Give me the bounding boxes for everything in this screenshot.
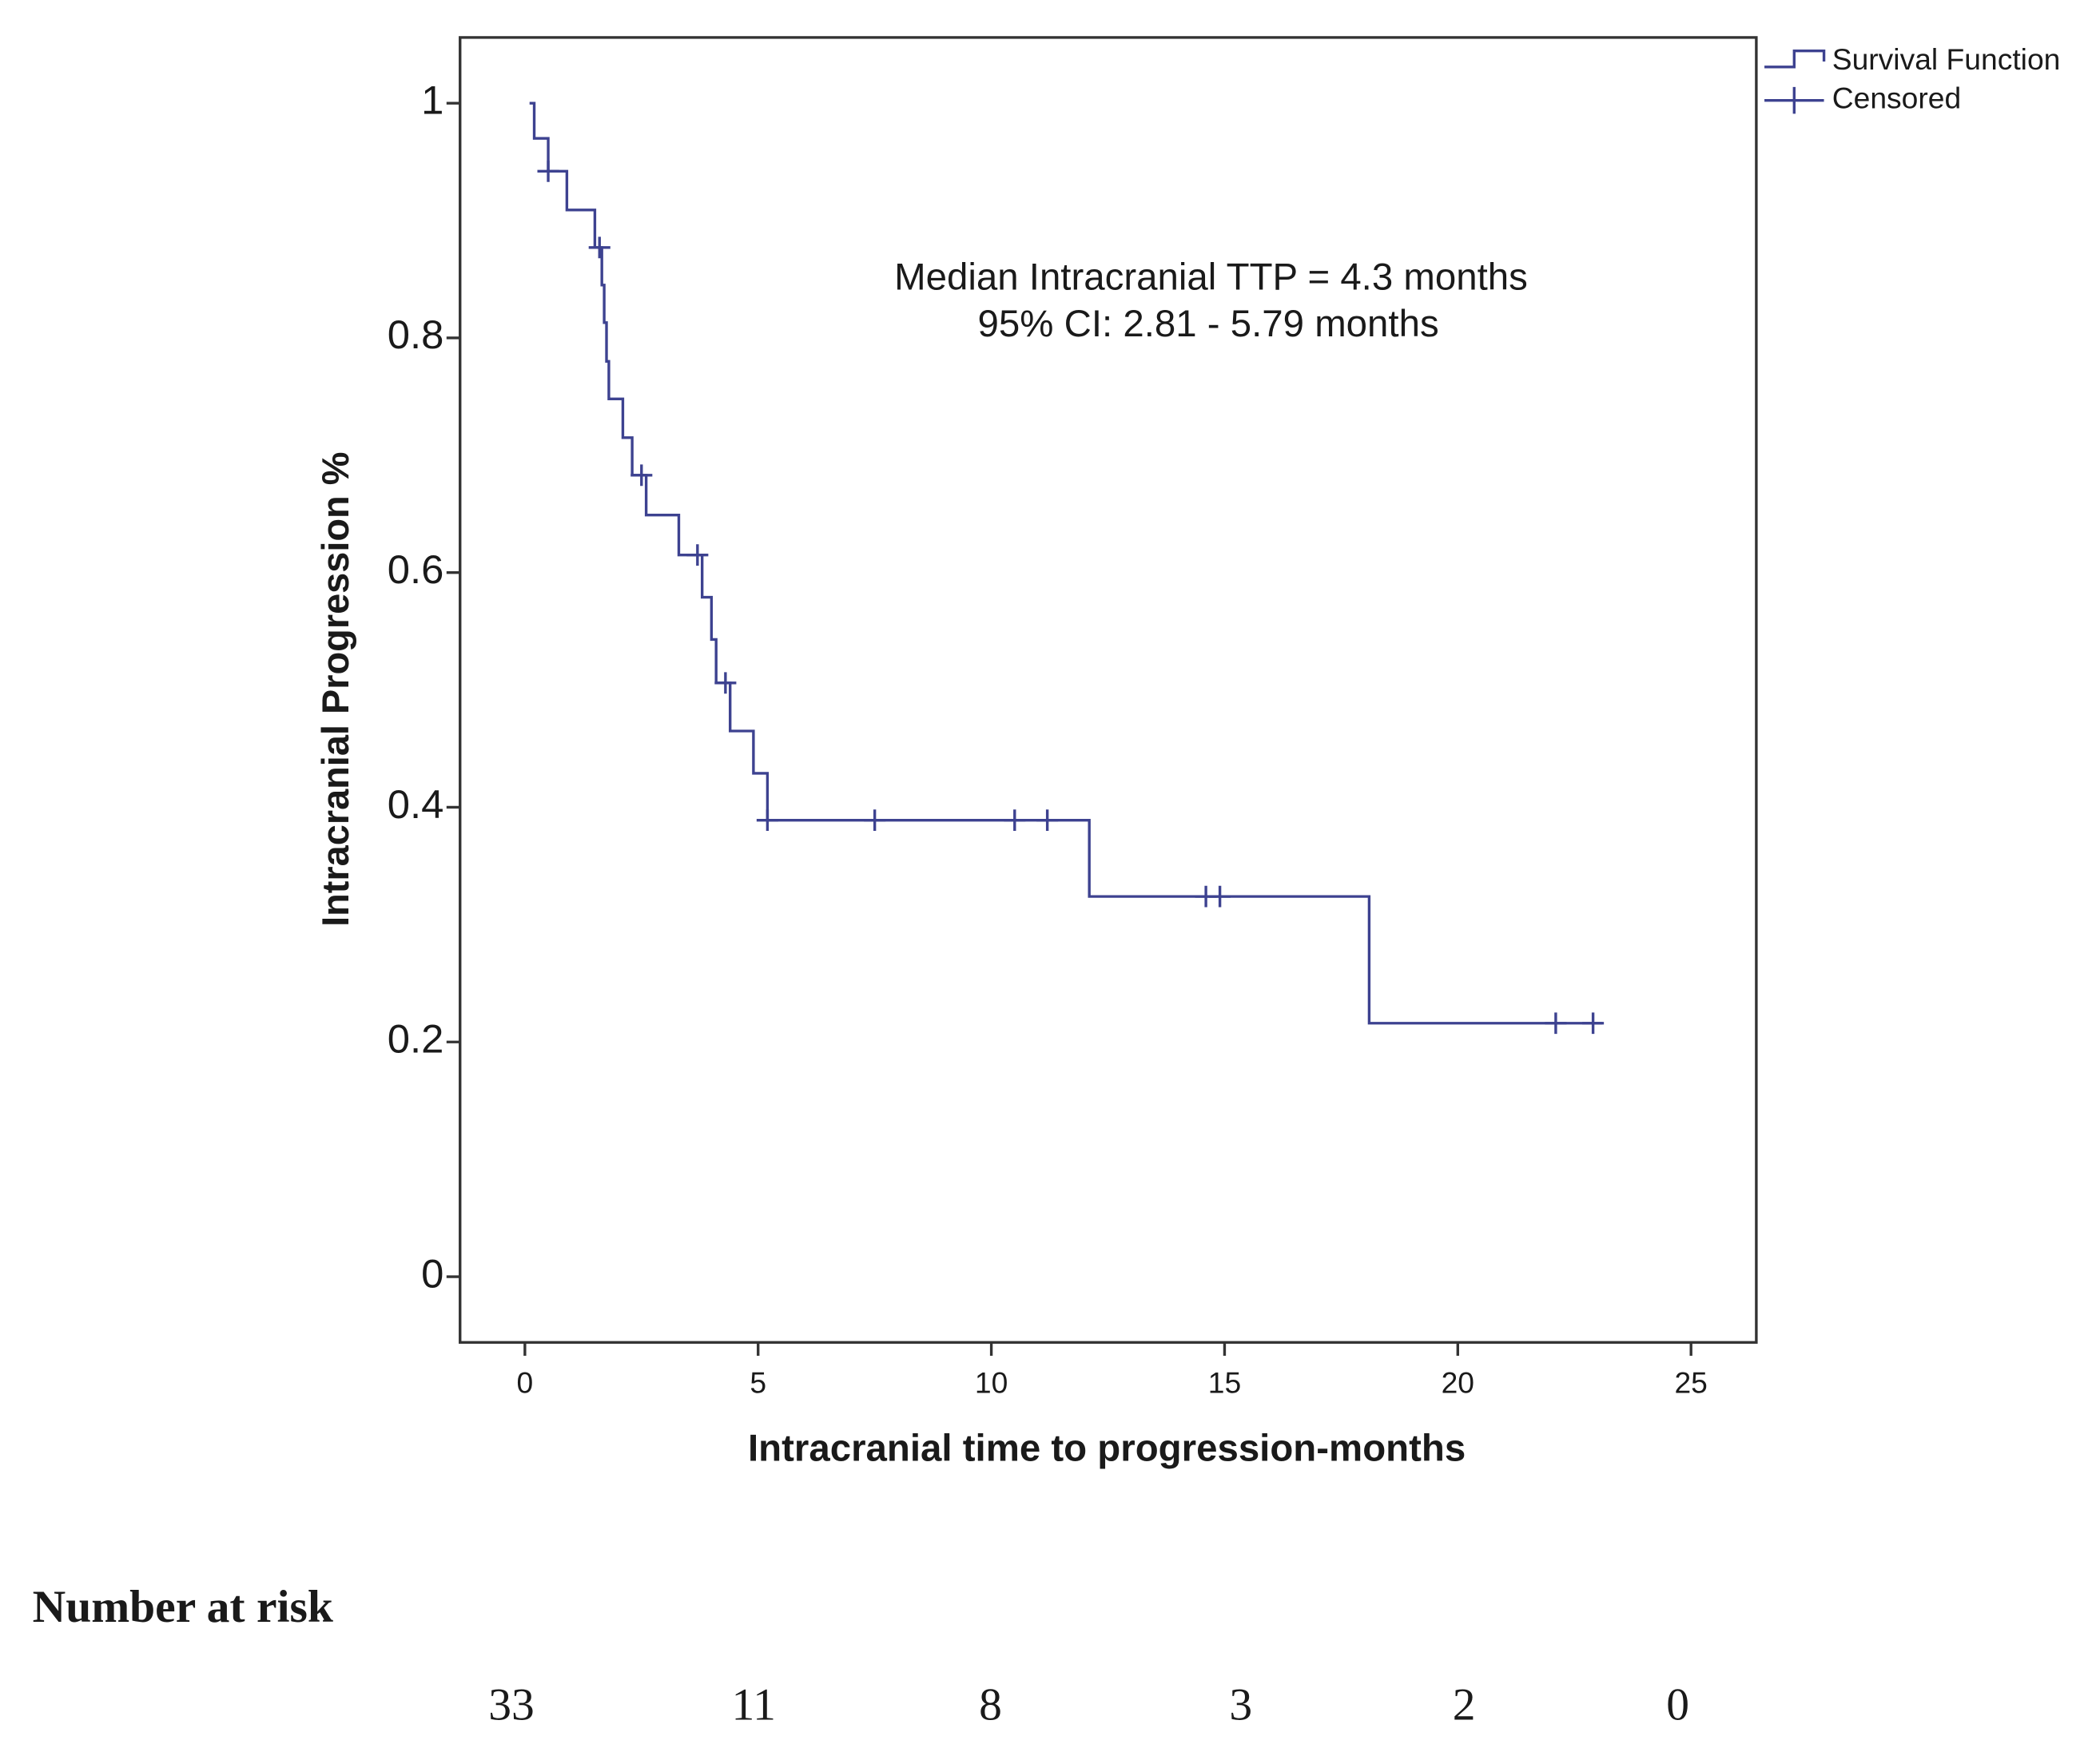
x-tick-label: 15 bbox=[1208, 1366, 1241, 1400]
y-tick-label: 0.4 bbox=[388, 781, 444, 827]
risk-count: 2 bbox=[1453, 1680, 1476, 1730]
risk-count: 11 bbox=[731, 1680, 775, 1730]
y-axis-label: Intracranial Progression % bbox=[314, 452, 356, 927]
plot-frame bbox=[459, 36, 1758, 1344]
y-tick-label: 1 bbox=[421, 77, 443, 123]
x-tick-label: 10 bbox=[975, 1366, 1008, 1400]
y-tick-label: 0 bbox=[421, 1251, 443, 1297]
y-tick-label: 0.6 bbox=[388, 546, 444, 592]
legend-label: Censored bbox=[1832, 81, 1961, 115]
risk-count: 8 bbox=[979, 1680, 1002, 1730]
censor-mark bbox=[756, 809, 778, 832]
y-tick-label: 0.8 bbox=[388, 312, 444, 357]
survival-line bbox=[529, 101, 1603, 1025]
censor-mark bbox=[630, 464, 653, 487]
legend-label: Survival Function bbox=[1832, 42, 2061, 76]
risk-count: 33 bbox=[488, 1680, 535, 1730]
censor-mark bbox=[714, 672, 737, 694]
legend-icon bbox=[1764, 86, 1824, 114]
legend-icon bbox=[1764, 49, 1826, 69]
censor-mark bbox=[537, 160, 559, 182]
censor-mark bbox=[686, 544, 709, 566]
x-tick-label: 5 bbox=[750, 1366, 766, 1400]
y-tick-label: 0.2 bbox=[388, 1016, 444, 1062]
censor-mark bbox=[1036, 809, 1059, 832]
x-tick-label: 25 bbox=[1674, 1366, 1707, 1400]
x-axis-label: Intracranial time to progression-months bbox=[748, 1427, 1466, 1469]
x-tick-label: 0 bbox=[517, 1366, 534, 1400]
x-tick-label: 20 bbox=[1442, 1366, 1474, 1400]
risk-count: 3 bbox=[1229, 1680, 1252, 1730]
annotation: Median Intracranial TTP = 4.3 months bbox=[894, 256, 1528, 298]
annotation: 95% CI: 2.81 - 5.79 months bbox=[978, 302, 1439, 344]
censor-mark bbox=[1545, 1012, 1567, 1035]
censor-mark bbox=[588, 236, 611, 259]
censor-mark bbox=[1582, 1012, 1605, 1035]
censor-mark bbox=[1004, 809, 1026, 832]
risk-count: 0 bbox=[1666, 1680, 1689, 1730]
censor-mark bbox=[864, 809, 886, 832]
censor-mark bbox=[1209, 885, 1231, 908]
risk-table-title: Number at risk bbox=[33, 1582, 333, 1632]
